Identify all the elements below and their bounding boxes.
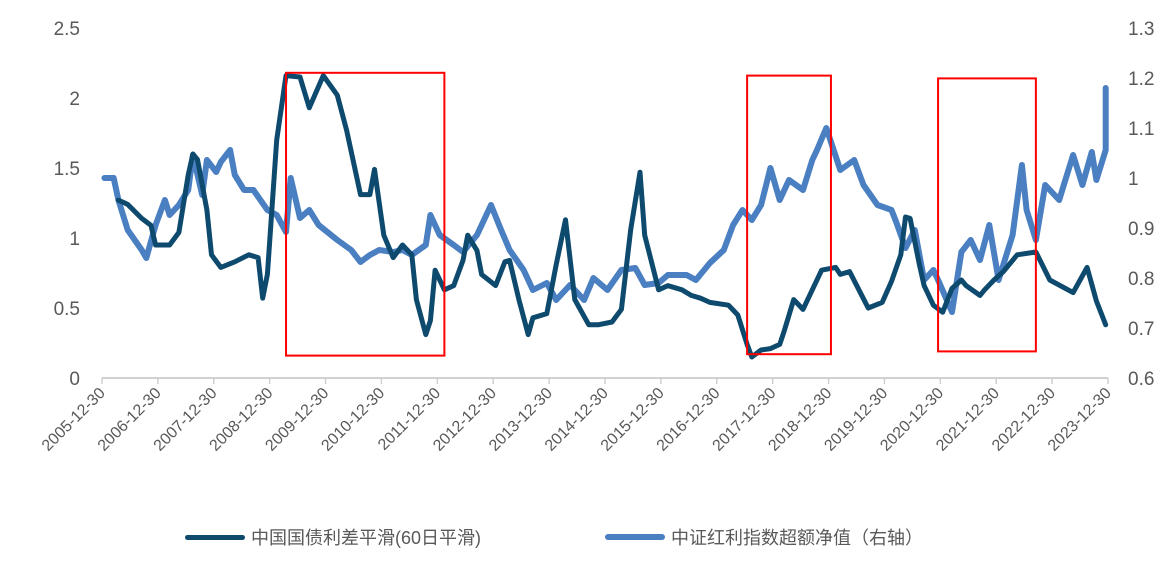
y-right-tick-label: 0.9 <box>1128 219 1154 240</box>
y-left-tick-label: 2.5 <box>54 19 80 40</box>
y-left-tick-label: 1.5 <box>54 159 80 180</box>
highlight-box-2 <box>746 74 832 356</box>
y-left-tick-label: 0.5 <box>54 299 80 320</box>
y-left-tick-label: 2 <box>69 89 80 110</box>
legend-label-dividend-excess: 中证红利指数超额净值（右轴） <box>671 528 923 548</box>
legend-item-dividend-excess: 中证红利指数超额净值（右轴） <box>605 524 923 550</box>
legend-swatch-dividend-excess <box>605 534 665 540</box>
series-line-bond-spread <box>115 73 1109 360</box>
y-right-tick-label: 1.1 <box>1128 119 1154 140</box>
y-right-tick-label: 0.7 <box>1128 319 1154 340</box>
series-line-dividend-excess <box>101 85 1109 315</box>
y-left-tick-label: 1 <box>69 229 80 250</box>
highlight-box-3 <box>937 77 1037 353</box>
y-right-tick-label: 1 <box>1128 169 1139 190</box>
highlight-box-1 <box>285 71 446 357</box>
y-left-tick-label: 0 <box>69 369 80 390</box>
legend-item-bond-spread: 中国国债利差平滑(60日平滑) <box>185 524 481 550</box>
y-right-tick-label: 0.8 <box>1128 269 1154 290</box>
legend-label-bond-spread: 中国国债利差平滑(60日平滑) <box>251 528 482 548</box>
y-right-tick-label: 0.6 <box>1128 369 1154 390</box>
y-right-tick-label: 1.2 <box>1128 69 1154 90</box>
legend-swatch-bond-spread <box>185 534 245 540</box>
y-right-tick-label: 1.3 <box>1128 19 1154 40</box>
